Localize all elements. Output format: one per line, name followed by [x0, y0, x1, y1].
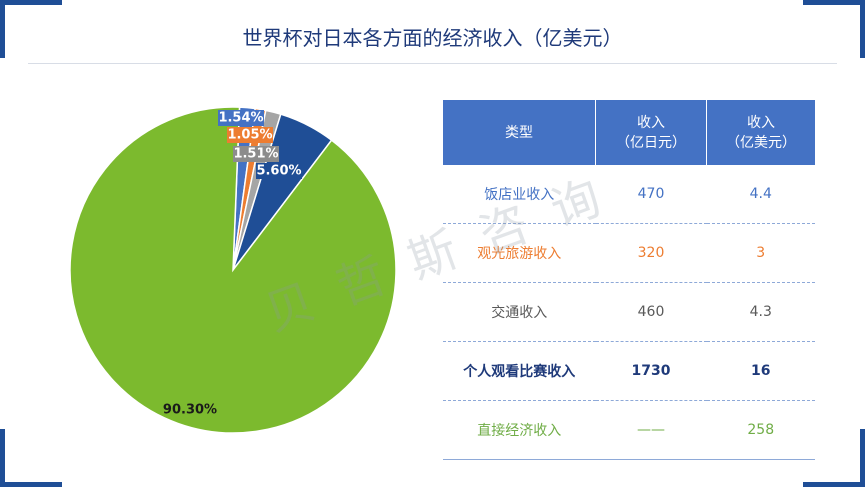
row-usd-cell: 258 [706, 400, 815, 460]
frame-corner-bottom-right [803, 482, 865, 487]
frame-corner-bottom-left [0, 429, 5, 487]
pie-slice-label: 1.05% [227, 128, 272, 143]
pie-slice [69, 106, 397, 434]
row-jpy-cell: 320 [595, 223, 707, 283]
frame-corner-bottom-right [860, 429, 865, 487]
row-jpy-cell: 1730 [595, 341, 707, 401]
frame-corner-top-right [803, 0, 865, 5]
pie-slice-label: 1.54% [218, 111, 263, 126]
table-row: 观光旅游收入 320 3 [443, 223, 815, 283]
pie-label-background [218, 110, 264, 126]
income-table: 类型 收入 （亿日元） 收入 （亿美元） 饭店业收入 470 4.4 观光旅游收入 320 3… [443, 100, 815, 460]
pie-label-background [256, 163, 302, 179]
row-type-cell: 直接经济收入 [443, 400, 596, 460]
frame-corner-bottom-left [0, 482, 62, 487]
pie-slice-label: 1.51% [233, 147, 278, 162]
frame-corner-top-left [0, 0, 62, 5]
row-jpy-cell: 470 [595, 165, 707, 224]
header-type: 类型 [443, 100, 596, 165]
row-usd-cell: 3 [706, 223, 815, 283]
pie-label-background [233, 146, 279, 162]
page-title: 世界杯对日本各方面的经济收入（亿美元） [242, 26, 623, 50]
row-usd-cell: 16 [706, 341, 815, 401]
title-divider [28, 63, 837, 64]
row-type-cell: 个人观看比赛收入 [443, 341, 596, 401]
table-row: 个人观看比赛收入 1730 16 [443, 341, 815, 401]
row-jpy-cell: —— [595, 400, 707, 460]
table-row: 饭店业收入 470 4.4 [443, 165, 815, 224]
header-usd: 收入 （亿美元） [706, 100, 815, 165]
row-type-cell: 交通收入 [443, 282, 596, 342]
pie-slice-label: 5.60% [256, 164, 301, 179]
frame-corner-top-right [860, 0, 865, 58]
row-usd-cell: 4.4 [706, 165, 815, 224]
row-type-cell: 饭店业收入 [443, 165, 596, 224]
header-jpy: 收入 （亿日元） [595, 100, 707, 165]
table-row: 直接经济收入 —— 258 [443, 400, 815, 460]
row-type-cell: 观光旅游收入 [443, 223, 596, 283]
frame-corner-top-left [0, 0, 5, 58]
table-header-row: 类型 收入 （亿日元） 收入 （亿美元） [443, 100, 815, 165]
pie-label-background [227, 127, 273, 143]
table-row: 交通收入 460 4.3 [443, 282, 815, 342]
pie-slice-label: 90.30% [163, 403, 217, 418]
row-usd-cell: 4.3 [706, 282, 815, 342]
row-jpy-cell: 460 [595, 282, 707, 342]
